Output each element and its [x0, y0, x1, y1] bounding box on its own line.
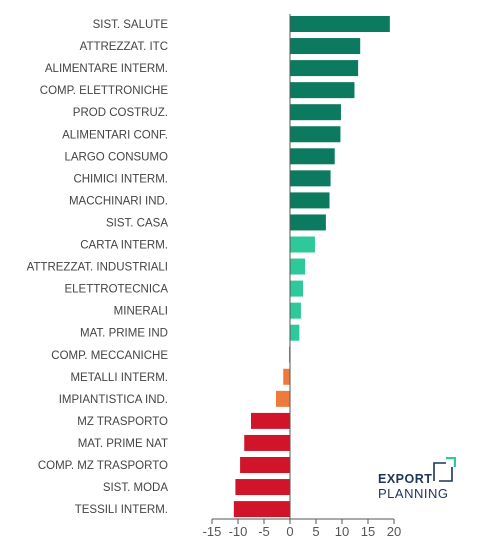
category-label-prod-costruz: PROD COSTRUZ.	[73, 107, 168, 119]
category-label-sist-moda: SIST. MODA	[103, 482, 169, 494]
category-label-tessili-interm: TESSILI INTERM.	[75, 504, 168, 516]
category-label-sist-salute: SIST. SALUTE	[93, 19, 169, 31]
x-tick-label: 20	[387, 524, 401, 539]
bar-comp-mz-trasporto	[240, 457, 290, 473]
x-tick-label: 5	[312, 524, 319, 539]
category-label-comp-elettroniche: COMP. ELETTRONICHE	[40, 85, 169, 97]
bar-tessili-interm	[233, 501, 290, 518]
bar-comp-meccaniche	[288, 346, 290, 363]
x-tick-label: 10	[335, 524, 349, 539]
category-label-attrezzat-industriali: ATTREZZAT. INDUSTRIALI	[27, 262, 168, 274]
bar-attrezzat-itc	[290, 38, 361, 55]
category-label-minerali: MINERALI	[114, 306, 168, 318]
bar-elettrotecnica	[290, 280, 303, 297]
bar-metalli-interm	[283, 368, 290, 385]
category-label-attrezzat-itc: ATTREZZAT. ITC	[80, 41, 168, 53]
bar-mat-prime-nat	[244, 434, 290, 451]
bar-sist-salute	[290, 16, 390, 32]
x-axis-ticks: -15 -10 -5 0 5 10 15 20	[203, 519, 401, 539]
category-label-mat-prime-ind: MAT. PRIME IND	[80, 328, 168, 340]
logo-text-planning: PLANNING	[378, 486, 449, 501]
bar-attrezzat-industriali	[290, 258, 306, 275]
bars-group	[233, 16, 390, 518]
export-planning-logo: EXPORT PLANNING	[378, 457, 462, 503]
category-label-macchinari-ind: MACCHINARI IND.	[69, 195, 168, 207]
bar-mat-prime-ind	[290, 324, 300, 341]
bar-comp-elettroniche	[290, 82, 355, 99]
x-tick-label: -15	[203, 524, 222, 539]
bar-carta-interm	[290, 236, 315, 253]
bar-alimentare-interm	[290, 60, 359, 77]
x-tick-label: 0	[286, 524, 293, 539]
category-label-impiantistica-ind: IMPIANTISTICA IND.	[59, 394, 168, 406]
category-label-alimentari-conf: ALIMENTARI CONF.	[62, 129, 168, 141]
bar-minerali	[290, 302, 301, 319]
logo-bracket-icon	[433, 457, 456, 482]
bar-sist-moda	[235, 479, 290, 496]
logo-text-export: EXPORT	[378, 472, 433, 486]
category-label-comp-meccaniche: COMP. MECCANICHE	[51, 350, 168, 362]
bar-mz-trasporto	[251, 412, 290, 429]
bar-impiantistica-ind	[275, 390, 290, 407]
category-label-mz-trasporto: MZ TRASPORTO	[77, 416, 168, 428]
x-tick-label: -5	[258, 524, 270, 539]
x-tick-label: -10	[229, 524, 248, 539]
category-label-carta-interm: CARTA INTERM.	[80, 240, 168, 252]
category-labels: SIST. SALUTE ATTREZZAT. ITC ALIMENTARE INT…	[27, 19, 169, 516]
category-label-alimentare-interm: ALIMENTARE INTERM.	[45, 63, 168, 75]
x-tick-label: 15	[361, 524, 375, 539]
category-label-sist-casa: SIST. CASA	[106, 217, 168, 229]
bar-sist-casa	[290, 214, 326, 231]
category-label-metalli-interm: METALLI INTERM.	[70, 372, 168, 384]
category-label-chimici-interm: CHIMICI INTERM.	[73, 173, 168, 185]
bar-alimentari-conf	[290, 126, 341, 143]
category-label-largo-consumo: LARGO CONSUMO	[64, 151, 168, 163]
category-label-mat-prime-nat: MAT. PRIME NAT	[78, 438, 168, 450]
category-label-comp-mz-trasporto: COMP. MZ TRASPORTO	[38, 460, 168, 472]
bar-chimici-interm	[290, 170, 331, 187]
bar-prod-costruz	[290, 104, 341, 121]
bar-macchinari-ind	[290, 192, 330, 209]
category-label-elettrotecnica: ELETTROTECNICA	[64, 284, 168, 296]
bar-largo-consumo	[290, 148, 335, 165]
